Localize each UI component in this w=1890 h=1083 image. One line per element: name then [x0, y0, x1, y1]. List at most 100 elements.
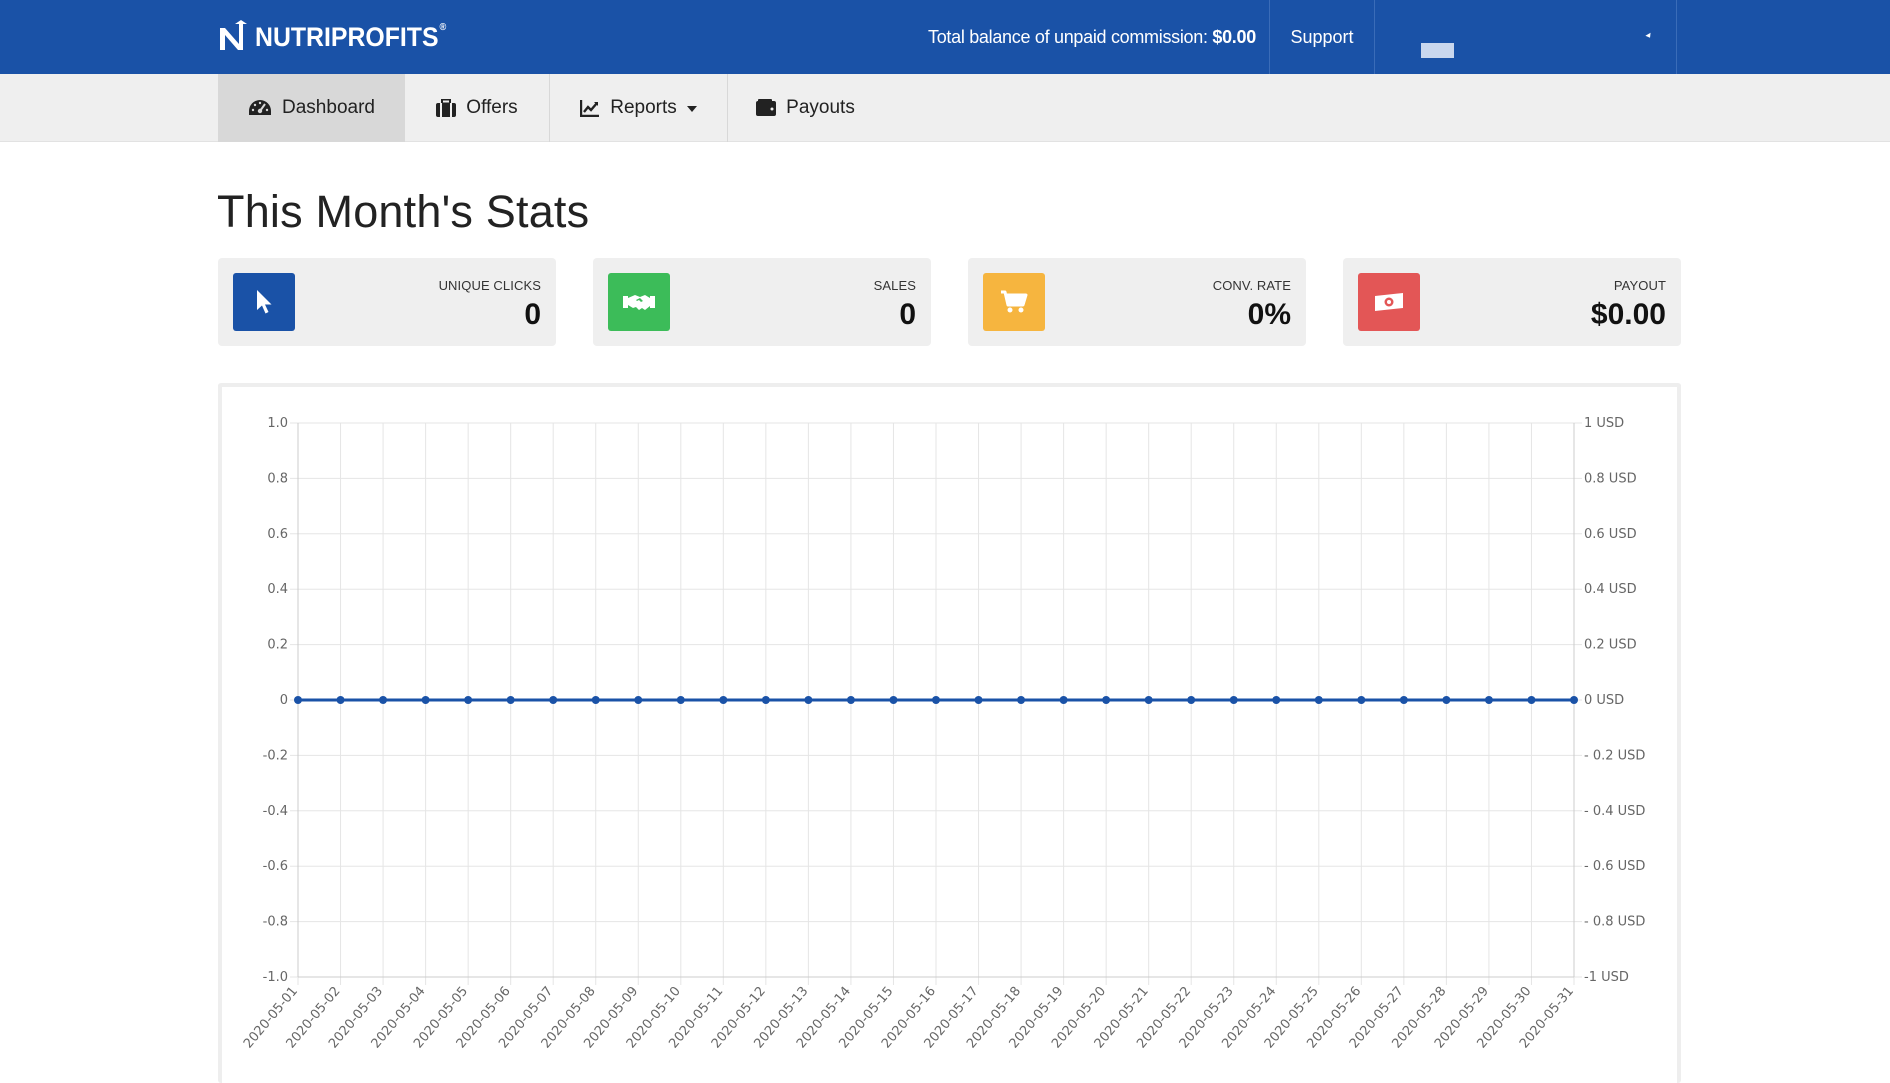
- y-tick-label-left: 1.0: [267, 416, 288, 431]
- data-point: [1102, 696, 1111, 704]
- data-point: [1017, 696, 1026, 704]
- stat-label: UNIQUE CLICKS: [438, 278, 541, 293]
- stat-label: SALES: [873, 278, 916, 293]
- data-point: [379, 696, 388, 704]
- y-tick-label-left: -0.2: [263, 748, 288, 763]
- divider: [1374, 0, 1375, 74]
- y-tick-label-right: - 0.2 USD: [1584, 748, 1645, 763]
- y-tick-label-left: -1.0: [263, 970, 288, 985]
- data-point: [1314, 696, 1323, 704]
- y-tick-label-left: 0.2: [267, 638, 288, 653]
- data-point: [1229, 696, 1238, 704]
- stats-chart-panel: 1.0 1 USD 0.8 0.8 USD 0.6 0.6 USD 0.4 0.4 USD 0.…: [218, 383, 1681, 1083]
- briefcase-icon: [436, 99, 457, 117]
- data-point: [464, 696, 473, 704]
- y-tick-label-right: 0.6 USD: [1584, 527, 1637, 542]
- avatar: [1421, 43, 1454, 58]
- data-point: [634, 696, 643, 704]
- y-tick-label-left: 0.4: [267, 582, 288, 597]
- y-tick-label-right: -1 USD: [1584, 970, 1629, 985]
- top-bar: NUTRIPROFITS® Total balance of unpaid co…: [0, 0, 1890, 74]
- stat-label: CONV. RATE: [1212, 278, 1291, 293]
- y-tick-label-left: -0.8: [263, 915, 288, 930]
- nav-item-payouts[interactable]: Payouts: [728, 74, 883, 142]
- main-nav: Dashboard Offers Reports Payouts: [0, 74, 1890, 142]
- data-point: [591, 696, 600, 704]
- wallet-icon: [756, 99, 777, 116]
- y-tick-label-right: 1 USD: [1584, 416, 1624, 431]
- data-point: [549, 696, 558, 704]
- stat-icon-box: [233, 273, 295, 331]
- nav-item-reports[interactable]: Reports: [550, 74, 728, 142]
- y-tick-label-right: - 0.6 USD: [1584, 859, 1645, 874]
- data-point: [336, 696, 345, 704]
- nav-item-offers[interactable]: Offers: [405, 74, 550, 142]
- y-tick-label-left: 0: [280, 693, 288, 708]
- nav-item-dashboard[interactable]: Dashboard: [218, 74, 405, 142]
- caret-down-icon: [1645, 32, 1653, 40]
- data-point: [1357, 696, 1366, 704]
- y-tick-label-right: 0.8 USD: [1584, 471, 1637, 486]
- divider: [1676, 0, 1677, 74]
- data-point: [974, 696, 983, 704]
- data-point: [1144, 696, 1153, 704]
- stat-label: PAYOUT: [1613, 278, 1666, 293]
- handshake-icon: [623, 295, 655, 310]
- unpaid-commission-balance: Total balance of unpaid commission: $0.0…: [928, 0, 1256, 74]
- cart-icon: [1001, 290, 1028, 313]
- divider: [1269, 0, 1270, 74]
- money-bill-icon: [1375, 293, 1403, 311]
- data-point: [889, 696, 898, 704]
- stat-icon-box: [1358, 273, 1420, 331]
- balance-value: $0.00: [1212, 27, 1256, 47]
- data-point: [932, 696, 940, 704]
- data-point: [676, 696, 685, 704]
- nav-label: Reports: [610, 97, 677, 118]
- stat-icon-box: [983, 273, 1045, 331]
- data-point: [1187, 696, 1196, 704]
- stat-icon-box: [608, 273, 670, 331]
- nav-label: Payouts: [786, 97, 855, 118]
- y-tick-label-left: -0.4: [263, 804, 288, 819]
- support-link[interactable]: Support: [1290, 27, 1354, 47]
- nutriprofits-logo-icon: [220, 20, 247, 50]
- data-point: [804, 696, 813, 704]
- stat-value: 0%: [1247, 298, 1291, 331]
- data-point: [421, 696, 430, 704]
- stat-card-conversion-rate: CONV. RATE 0%: [968, 258, 1306, 346]
- data-point: [1527, 696, 1536, 704]
- brand-logo[interactable]: NUTRIPROFITS®: [217, 20, 463, 54]
- y-tick-label-right: 0.2 USD: [1584, 638, 1637, 653]
- stat-value: $0.00: [1590, 298, 1666, 331]
- data-point: [1442, 696, 1451, 704]
- y-tick-label-left: 0.8: [267, 471, 288, 486]
- y-tick-label-right: 0 USD: [1584, 693, 1624, 708]
- data-point: [1570, 696, 1578, 704]
- stat-card-sales: SALES 0: [593, 258, 931, 346]
- y-tick-label-right: - 0.4 USD: [1584, 804, 1645, 819]
- chart-line-icon: [580, 100, 600, 117]
- caret-down-icon: [686, 106, 697, 112]
- y-tick-label-right: - 0.8 USD: [1584, 915, 1645, 930]
- stat-value: 0: [899, 298, 916, 331]
- data-point: [846, 696, 855, 704]
- stat-value: 0: [524, 298, 541, 331]
- data-point: [719, 696, 728, 704]
- cursor-icon: [257, 290, 272, 314]
- user-menu[interactable]: [1374, 0, 1676, 74]
- data-point: [1059, 696, 1068, 704]
- data-point: [1399, 696, 1408, 704]
- dashboard-icon: [249, 100, 272, 115]
- stat-card-payout: PAYOUT $0.00: [1343, 258, 1681, 346]
- y-tick-label-left: 0.6: [267, 527, 288, 542]
- y-tick-label-right: 0.4 USD: [1584, 582, 1637, 597]
- data-point: [506, 696, 515, 704]
- nav-label: Offers: [466, 97, 518, 118]
- balance-label: Total balance of unpaid commission:: [928, 27, 1208, 47]
- stat-card-unique-clicks: UNIQUE CLICKS 0: [218, 258, 556, 346]
- data-point: [294, 696, 302, 704]
- brand-name: NUTRIPROFITS®: [255, 21, 447, 52]
- nav-label: Dashboard: [282, 97, 375, 118]
- stats-line-chart: 1.0 1 USD 0.8 0.8 USD 0.6 0.6 USD 0.4 0.4 USD 0.…: [241, 416, 1645, 1051]
- y-tick-label-left: -0.6: [263, 859, 288, 874]
